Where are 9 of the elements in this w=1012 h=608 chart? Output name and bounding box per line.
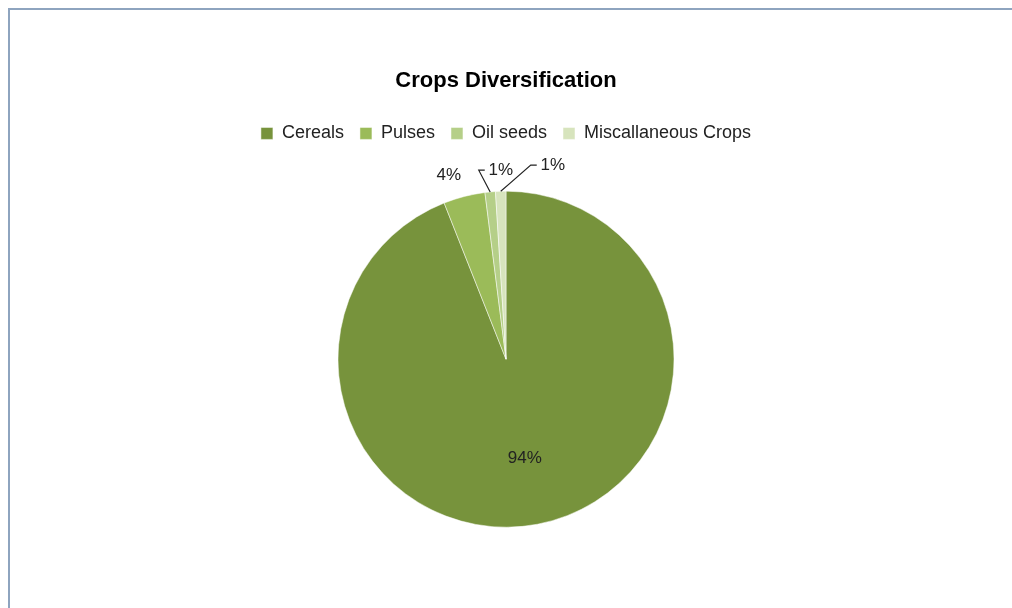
data-label: 94% (507, 447, 542, 467)
data-label: 4% (436, 164, 462, 184)
legend-label: Oil seeds (471, 122, 548, 143)
legend-label: Pulses (380, 122, 435, 143)
legend-label: Miscallaneous Crops (584, 122, 752, 143)
chart-title: Crops Diversification (395, 67, 617, 93)
legend-label: Cereals (281, 122, 344, 143)
data-label: 1% (540, 154, 566, 174)
data-label: 1% (488, 159, 514, 179)
